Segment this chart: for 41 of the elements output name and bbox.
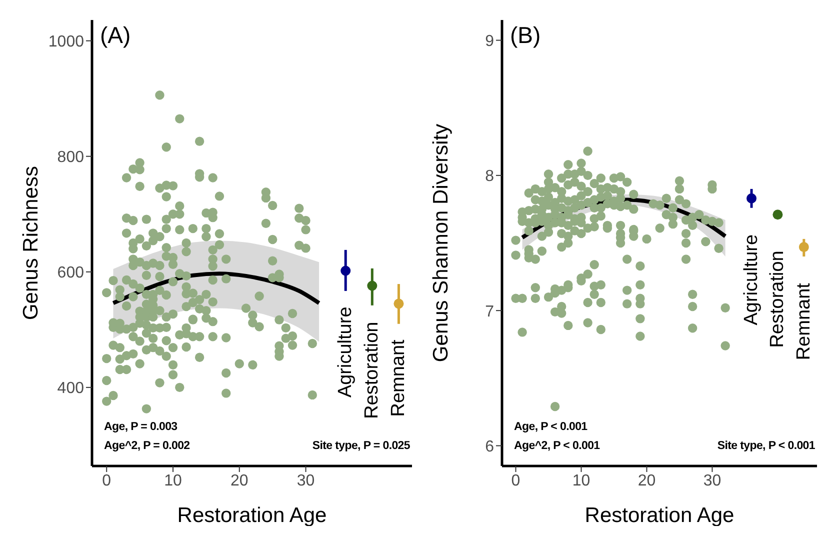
y-tick-label: 600 [57,264,84,282]
x-tick-label: 0 [102,472,112,490]
annotation: Age, P = 0.003 [104,421,178,433]
text: Agriculture [741,234,762,326]
x-tick-label: 20 [230,472,248,490]
y-tick-label: 8 [485,168,494,186]
y-axis-title: Genus Shannon Diversity [429,123,452,362]
x-tick-label: 10 [572,472,590,490]
x-tick-label: 20 [638,472,656,490]
chart-title: (B) [510,22,541,49]
line-series [111,272,322,306]
y-tick-label: 9 [485,32,494,50]
text: Remnant [793,282,814,360]
annotation: Site type, P < 0.001 [717,440,815,452]
text: Agriculture [335,306,356,398]
y-tick-label: 1000 [48,33,84,50]
point [746,193,757,204]
point [798,242,809,252]
x-axis-title: Restoration Age [584,504,734,527]
text: Restoration [362,322,383,419]
point [340,266,351,276]
y-axis-title: Genus Richness [19,166,42,320]
y-tick-label: 7 [485,303,494,320]
x-tick-label: 0 [511,472,520,490]
point [367,280,378,291]
y-tick-label: 800 [57,149,84,166]
x-tick-label: 30 [703,472,722,490]
x-axis-title: Restoration Age [177,504,327,527]
annotation: Age, P < 0.001 [514,421,588,433]
x-tick-label: 10 [164,472,182,490]
y-tick-label: 6 [485,438,494,456]
text: Restoration [767,250,788,348]
chart-title: (A) [100,22,131,49]
text: Remnant [388,338,410,417]
point [394,298,404,309]
annotation: Site type, P = 0.025 [312,440,410,452]
annotation: Age^2, P < 0.001 [514,440,600,452]
point [772,210,783,220]
annotation: Age^2, P = 0.002 [104,440,190,452]
y-tick-label: 400 [57,380,84,398]
x-tick-label: 30 [296,472,315,490]
